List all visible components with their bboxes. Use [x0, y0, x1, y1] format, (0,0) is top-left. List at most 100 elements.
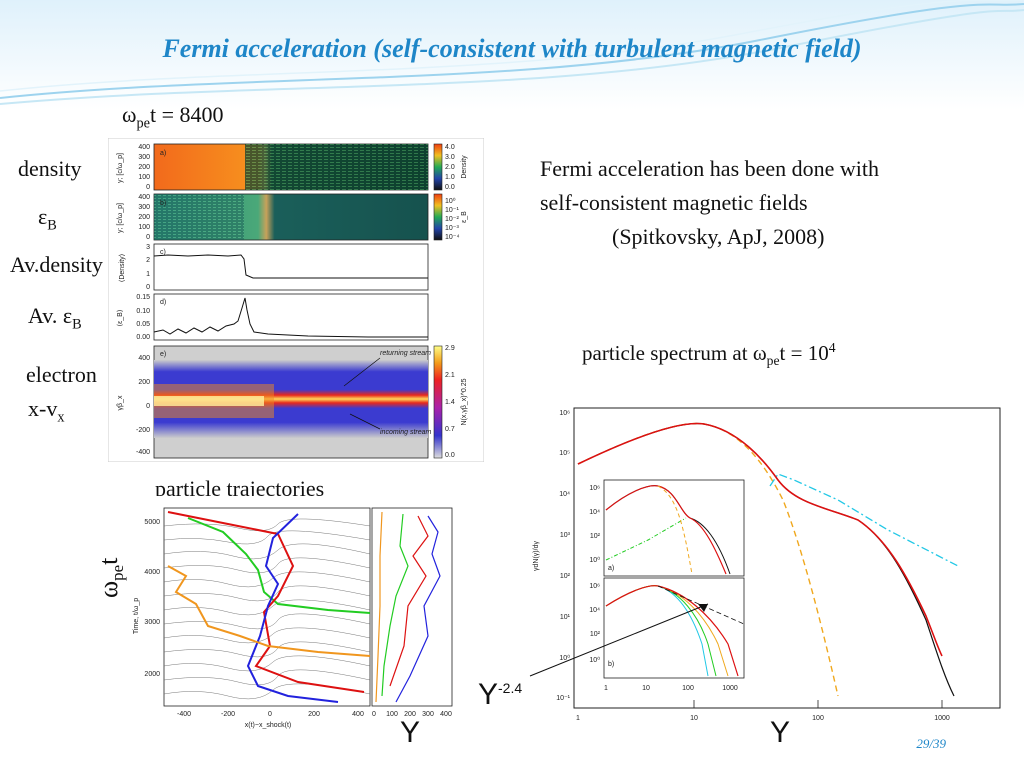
label-electron: electron: [26, 362, 97, 387]
svg-text:200: 200: [138, 164, 150, 171]
trajectories-gamma-label: Y: [400, 716, 421, 749]
svg-text:1.0: 1.0: [445, 174, 455, 181]
svg-text:10¹: 10¹: [560, 614, 571, 621]
power-law-label: Y-2.4: [478, 678, 523, 711]
svg-text:400: 400: [138, 194, 150, 201]
svg-text:300: 300: [138, 154, 150, 161]
svg-text:100: 100: [138, 174, 150, 181]
svg-text:10: 10: [642, 685, 650, 692]
svg-text:0.05: 0.05: [136, 321, 150, 328]
spectrum-data-red: [577, 422, 943, 657]
svg-text:400: 400: [138, 355, 150, 362]
spectrum-powerlaw-fit: [769, 473, 959, 567]
svg-text:-200: -200: [136, 427, 150, 434]
svg-text:100: 100: [682, 685, 694, 692]
svg-text:100: 100: [812, 715, 824, 722]
svg-text:y; [c/ω_p]: y; [c/ω_p]: [117, 153, 124, 183]
density-map-panel: a) 400 300 200 100 0 y; [c/ω_p] 4.0 3.0 …: [117, 143, 468, 191]
svg-text:3.0: 3.0: [445, 154, 455, 161]
svg-text:x(t)−x_shock(t): x(t)−x_shock(t): [245, 722, 291, 729]
svg-text:200: 200: [404, 711, 416, 718]
svg-text:d): d): [160, 299, 166, 306]
svg-text:b): b): [160, 200, 166, 207]
label-eps-b: εB: [38, 204, 57, 234]
svg-text:100: 100: [138, 224, 150, 231]
svg-text:200: 200: [138, 214, 150, 221]
svg-text:2000: 2000: [144, 671, 160, 678]
trajectory-blue: [246, 513, 339, 703]
avg-density-panel: c) 3 2 1 0 ⟨Density⟩: [118, 243, 429, 291]
svg-text:0.7: 0.7: [445, 426, 455, 433]
svg-text:4.0: 4.0: [445, 144, 455, 151]
svg-text:10⁴: 10⁴: [559, 491, 570, 498]
svg-text:10⁰: 10⁰: [589, 556, 600, 564]
description-line-2: self-consistent magnetic fields: [540, 190, 808, 215]
svg-text:4000: 4000: [144, 569, 160, 576]
svg-text:300: 300: [422, 711, 434, 718]
svg-text:2.9: 2.9: [445, 345, 455, 352]
svg-text:2: 2: [146, 257, 150, 264]
svg-text:10⁻⁴: 10⁻⁴: [445, 234, 460, 241]
citation: (Spitkovsky, ApJ, 2008): [612, 224, 825, 249]
svg-text:10⁰: 10⁰: [559, 654, 570, 662]
svg-text:⟨ε_B⟩: ⟨ε_B⟩: [116, 309, 124, 326]
header-wave-decoration: [0, 0, 1024, 110]
svg-text:0.0: 0.0: [445, 452, 455, 459]
svg-text:10²: 10²: [560, 573, 571, 580]
svg-text:10: 10: [690, 715, 698, 722]
phase-space-panel: e) 400 200 0 -200 -400 γβ_x returning st…: [117, 345, 468, 459]
svg-text:c): c): [160, 249, 166, 256]
svg-text:2.1: 2.1: [445, 372, 455, 379]
description-line-1: Fermi acceleration has been done with: [540, 156, 880, 181]
svg-text:10²: 10²: [590, 631, 601, 638]
simulation-figure: a) 400 300 200 100 0 y; [c/ω_p] 4.0 3.0 …: [108, 138, 484, 462]
spectrum-plot: 1 10 100 1000 10⁶ 10⁵ 10⁴ 10³ 10² 10¹ 10…: [508, 400, 1008, 736]
svg-text:returning stream: returning stream: [380, 350, 431, 357]
svg-text:400: 400: [352, 711, 364, 718]
svg-text:1: 1: [604, 685, 608, 692]
svg-text:y; [c/ω_p]: y; [c/ω_p]: [117, 203, 124, 233]
svg-text:Density: Density: [461, 155, 468, 179]
svg-text:400: 400: [440, 711, 452, 718]
svg-text:0: 0: [146, 234, 150, 241]
svg-text:a): a): [160, 150, 166, 157]
svg-text:a): a): [608, 565, 614, 572]
svg-text:0.00: 0.00: [136, 334, 150, 341]
svg-text:0.10: 0.10: [136, 308, 150, 315]
svg-text:1000: 1000: [722, 685, 738, 692]
svg-text:10⁶: 10⁶: [559, 410, 570, 417]
svg-text:e): e): [160, 351, 166, 358]
svg-text:10⁴: 10⁴: [589, 509, 600, 516]
spectrum-caption: particle spectrum at ωpet = 104: [582, 340, 836, 369]
svg-text:10⁻¹: 10⁻¹: [556, 695, 570, 702]
svg-text:0: 0: [268, 711, 272, 718]
svg-text:10⁻¹: 10⁻¹: [445, 207, 459, 214]
svg-text:0: 0: [146, 284, 150, 291]
svg-text:0.0: 0.0: [445, 184, 455, 191]
svg-text:10³: 10³: [560, 532, 571, 539]
slide-number: 29/39: [916, 736, 946, 751]
trajectory-green: [187, 517, 371, 614]
svg-text:10⁶: 10⁶: [589, 583, 600, 590]
svg-text:γβ_x: γβ_x: [117, 395, 124, 410]
svg-text:1: 1: [576, 715, 580, 722]
svg-text:10⁻³: 10⁻³: [445, 225, 459, 232]
svg-text:b): b): [608, 661, 614, 668]
svg-text:N(x,γβ_x)^0.25: N(x,γβ_x)^0.25: [461, 378, 468, 425]
slide-title: Fermi acceleration (self-consistent with…: [162, 34, 862, 63]
svg-text:-400: -400: [177, 711, 191, 718]
svg-text:10⁰: 10⁰: [445, 197, 456, 205]
svg-text:5000: 5000: [144, 519, 160, 526]
svg-text:10⁶: 10⁶: [589, 485, 600, 492]
trajectories-figure: 5000 4000 3000 2000 Time, t/ω_p -400 -20…: [128, 496, 458, 730]
svg-text:2.0: 2.0: [445, 164, 455, 171]
spectrum-inset-b: 10⁶ 10⁴ 10² 10⁰ b) 1 10 100 1000: [589, 577, 745, 692]
label-x-vx: x-vx: [28, 396, 65, 426]
svg-text:1.4: 1.4: [445, 399, 455, 406]
svg-text:γdN(γ)/dγ: γdN(γ)/dγ: [533, 541, 540, 571]
svg-text:200: 200: [138, 379, 150, 386]
svg-text:0: 0: [372, 711, 376, 718]
trajectories-y-label: ωpet: [94, 557, 128, 598]
label-av-eps-b: Av. εB: [28, 303, 82, 333]
trajectory-orange: [167, 565, 371, 657]
